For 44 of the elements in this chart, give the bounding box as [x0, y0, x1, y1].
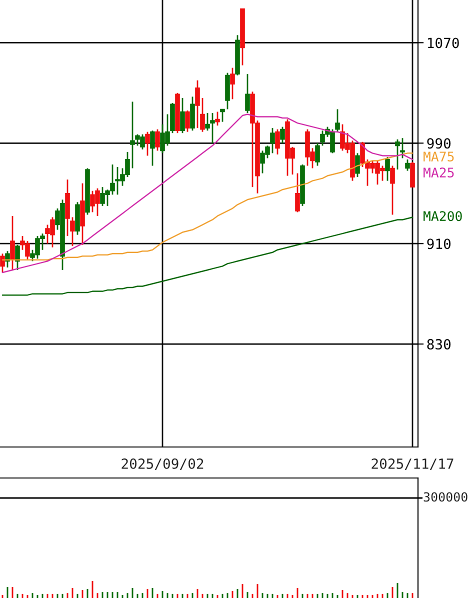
- candlestick: [205, 112, 210, 132]
- x-tick-label: 2025/11/17: [372, 458, 454, 470]
- text: 300000: [424, 492, 468, 502]
- candlestick: [180, 97, 185, 134]
- candlestick: [280, 126, 285, 144]
- candlestick: [220, 108, 225, 122]
- candlestick: [245, 73, 250, 114]
- candlestick: [275, 128, 280, 156]
- candlestick: [385, 156, 390, 182]
- y-tick-label: 830: [427, 339, 451, 350]
- candlestick: [215, 111, 220, 126]
- candlestick: [70, 216, 75, 247]
- candlestick: [295, 172, 300, 213]
- series-label: MA200: [424, 211, 462, 222]
- candlestick: [270, 127, 275, 154]
- candlestick: [155, 128, 160, 152]
- candlestick: [190, 96, 195, 132]
- candlestick: [335, 108, 340, 133]
- candlestick: [130, 101, 135, 169]
- candlestick: [210, 112, 215, 144]
- y-tick-label: 990: [427, 138, 451, 149]
- y-tick-label: 1070: [428, 38, 459, 48]
- candlestick: [200, 97, 205, 133]
- candlestick: [395, 138, 400, 170]
- series-label: MA75: [424, 152, 454, 162]
- candlestick: [405, 158, 410, 172]
- candlestick: [410, 161, 415, 188]
- candlestick: [185, 110, 190, 133]
- candlestick: [0, 252, 5, 274]
- line-series: [2, 114, 414, 274]
- candlestick: [390, 165, 395, 216]
- candlestick: [195, 80, 200, 129]
- line-series: [2, 216, 414, 296]
- candlestick: [315, 142, 320, 166]
- candlestick: [400, 137, 405, 159]
- candlestick: [15, 244, 20, 271]
- candlestick: [10, 215, 15, 271]
- x-tick-label: 2025/09/02: [122, 458, 204, 470]
- series-label: MA25: [424, 168, 454, 178]
- candlestick: [150, 130, 155, 166]
- y-tick-label: 910: [427, 238, 451, 250]
- candlestick: [355, 152, 360, 178]
- candlestick: [230, 67, 235, 100]
- candlestick: [145, 131, 150, 156]
